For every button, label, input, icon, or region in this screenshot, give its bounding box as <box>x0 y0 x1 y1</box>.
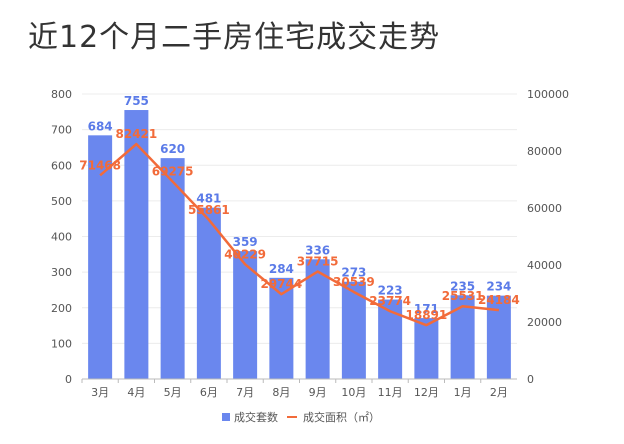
x-tick-label: 4月 <box>127 386 145 399</box>
legend-bar-swatch <box>222 413 230 421</box>
bar-11月 <box>378 299 403 379</box>
bar-9月 <box>305 259 330 379</box>
bar-value-label: 620 <box>160 142 185 156</box>
legend: 成交套数 成交面积（㎡） <box>222 410 380 424</box>
right-tick-label: 60000 <box>527 202 562 215</box>
bar-series <box>88 110 511 379</box>
bar-5月 <box>160 158 185 379</box>
bar-12月 <box>414 318 439 379</box>
x-tick-label: 3月 <box>91 386 109 399</box>
bar-value-label: 284 <box>269 262 294 276</box>
left-tick-label: 300 <box>51 266 72 279</box>
x-tick-label: 10月 <box>341 386 366 399</box>
bar-value-label: 359 <box>233 235 258 249</box>
line-value-label: 37715 <box>297 255 339 269</box>
bar-value-label: 223 <box>378 284 403 298</box>
left-tick-label: 700 <box>51 124 72 137</box>
chart-title: 近12个月二手房住宅成交走势 <box>28 20 441 55</box>
bar-value-label: 273 <box>341 266 366 280</box>
line-value-label: 40229 <box>224 247 266 261</box>
left-tick-label: 0 <box>65 373 72 386</box>
legend-bar-label: 成交套数 <box>234 410 278 424</box>
right-tick-label: 100000 <box>527 88 569 101</box>
bar-value-label: 234 <box>486 280 511 294</box>
x-axis: 3月 4月 5月 6月 7月 8月 9月 10月 11月 12月 1月 2月 <box>81 378 517 399</box>
bar-value-label: 235 <box>450 279 475 293</box>
x-tick-label: 11月 <box>378 386 403 399</box>
line-value-label: 24184 <box>478 293 520 307</box>
line-value-label: 71468 <box>79 158 121 172</box>
bar-value-label: 336 <box>305 243 330 257</box>
line-value-label: 18891 <box>406 308 448 322</box>
right-y-axis: 0 20000 40000 60000 80000 100000 <box>527 88 569 386</box>
line-value-label: 55861 <box>188 203 230 217</box>
x-tick-label: 1月 <box>454 386 472 399</box>
line-value-label: 25531 <box>442 289 484 303</box>
line-value-label: 29744 <box>261 277 303 291</box>
x-tick-label: 12月 <box>414 386 439 399</box>
left-tick-label: 400 <box>51 231 72 244</box>
left-tick-label: 800 <box>51 88 72 101</box>
left-tick-label: 600 <box>51 159 72 172</box>
legend-line-label: 成交面积（㎡） <box>303 410 380 424</box>
bar-4月 <box>124 110 149 379</box>
line-value-label: 69275 <box>152 165 194 179</box>
bar-value-label: 755 <box>124 94 149 108</box>
bar-data-labels: 684 755 620 481 359 284 336 273 223 171 235 234 <box>88 94 512 316</box>
right-tick-label: 0 <box>527 373 534 386</box>
line-value-label: 23774 <box>369 294 411 308</box>
bar-value-label: 684 <box>88 119 113 133</box>
left-tick-label: 500 <box>51 195 72 208</box>
x-tick-label: 7月 <box>236 386 254 399</box>
area-line <box>99 142 500 327</box>
line-data-labels: 71468 82421 69275 55861 40229 29744 37715 30539… <box>79 127 520 322</box>
bar-10月 <box>341 281 366 379</box>
bar-3月 <box>88 135 113 379</box>
bar-6月 <box>196 207 221 379</box>
x-tick-label: 2月 <box>490 386 508 399</box>
x-tick-label: 8月 <box>272 386 290 399</box>
right-tick-label: 20000 <box>527 316 562 329</box>
left-y-axis: 0 100 200 300 400 500 600 700 800 <box>51 88 72 386</box>
right-tick-label: 80000 <box>527 145 562 158</box>
x-tick-label: 6月 <box>200 386 218 399</box>
line-value-label: 82421 <box>116 127 158 141</box>
right-tick-label: 40000 <box>527 259 562 272</box>
left-tick-label: 200 <box>51 302 72 315</box>
bar-value-label: 171 <box>414 302 439 316</box>
left-tick-label: 100 <box>51 337 72 350</box>
x-tick-label: 5月 <box>164 386 182 399</box>
bar-value-label: 481 <box>196 192 221 206</box>
line-series <box>99 142 500 327</box>
line-value-label: 30539 <box>333 275 375 289</box>
x-tick-label: 9月 <box>309 386 327 399</box>
